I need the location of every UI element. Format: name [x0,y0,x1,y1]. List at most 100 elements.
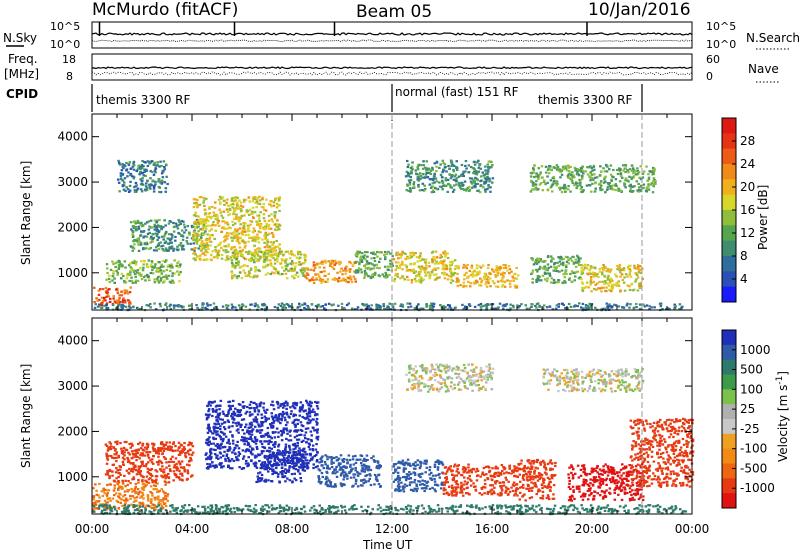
data-cell [261,467,264,470]
data-cell [349,262,353,265]
data-cell [356,269,360,273]
data-cell [469,285,472,288]
data-cell [152,266,156,269]
data-cell [193,249,196,252]
data-cell [138,501,141,504]
data-cell [487,160,491,163]
data-cell [152,173,156,176]
data-cell [145,463,148,466]
data-cell [436,267,440,270]
data-cell [486,303,489,306]
data-cell [166,495,169,498]
data-cell [509,303,512,306]
data-cell [271,271,274,274]
data-cell [110,455,113,458]
data-cell [487,186,490,189]
data-cell [313,411,316,414]
data-cell [273,436,277,439]
data-cell [604,175,607,178]
data-cell [182,244,185,247]
data-cell [97,305,101,308]
data-cell [164,483,167,486]
data-cell [470,266,473,269]
data-cell [262,406,265,409]
data-cell [564,255,568,258]
data-cell [432,273,436,276]
date-title: 10/Jan/2016 [588,0,691,20]
data-cell [597,287,600,290]
data-cell [194,259,197,262]
data-cell [131,456,135,459]
data-cell [143,464,146,467]
data-cell [247,462,250,465]
data-cell [141,442,145,445]
data-cell [291,253,294,256]
data-cell [324,274,327,277]
data-cell [266,263,270,266]
data-cell [590,266,593,269]
data-cell [288,252,291,255]
data-cell [223,227,226,230]
data-cell [604,180,607,183]
data-cell [443,271,447,274]
data-cell [250,210,254,213]
data-cell [345,265,348,268]
data-cell [205,237,209,240]
data-cell [165,276,168,279]
data-cell [456,272,459,275]
data-cell [266,224,270,227]
data-cell [595,176,599,179]
data-cell [593,168,596,171]
data-cell [638,269,641,272]
data-cell [408,181,412,184]
data-cell [196,198,199,202]
data-cell [258,269,262,273]
data-cell [506,269,509,272]
data-cell [348,260,351,264]
data-cell [177,260,180,263]
data-cell [673,306,677,309]
data-cell [435,160,439,163]
data-cell [372,267,376,270]
data-cell [164,190,167,193]
data-cell [140,260,143,263]
data-cell [159,269,162,272]
data-cell [225,306,229,310]
data-cell [169,247,173,250]
data-cell [237,428,240,431]
data-cell [101,300,105,303]
data-cell [196,255,199,258]
data-cell [373,264,376,267]
data-cell [642,303,645,306]
data-cell [310,303,314,306]
data-cell [168,305,171,308]
data-cell [163,260,167,263]
data-cell [347,280,350,284]
data-cell [315,437,318,440]
data-cell [320,281,323,284]
data-cell [412,186,415,189]
data-cell [209,442,213,445]
data-cell [417,185,420,188]
data-cell [409,256,412,260]
data-cell [135,496,139,499]
data-cell [194,226,197,230]
data-cell [115,288,118,291]
data-cell [131,470,135,473]
data-cell [150,160,154,163]
nsky-tick-bottom: 10^0 [50,38,80,51]
data-cell [627,171,630,174]
data-cell [450,160,453,163]
data-cell [558,257,562,260]
data-cell [417,163,421,166]
data-cell [582,189,585,192]
data-cell [278,460,282,463]
data-cell [548,274,552,277]
data-cell [295,462,298,465]
data-cell [246,405,249,409]
data-cell [209,217,213,220]
data-cell [227,232,231,235]
data-cell [281,266,284,269]
data-cell [564,306,567,310]
data-cell [471,186,474,189]
